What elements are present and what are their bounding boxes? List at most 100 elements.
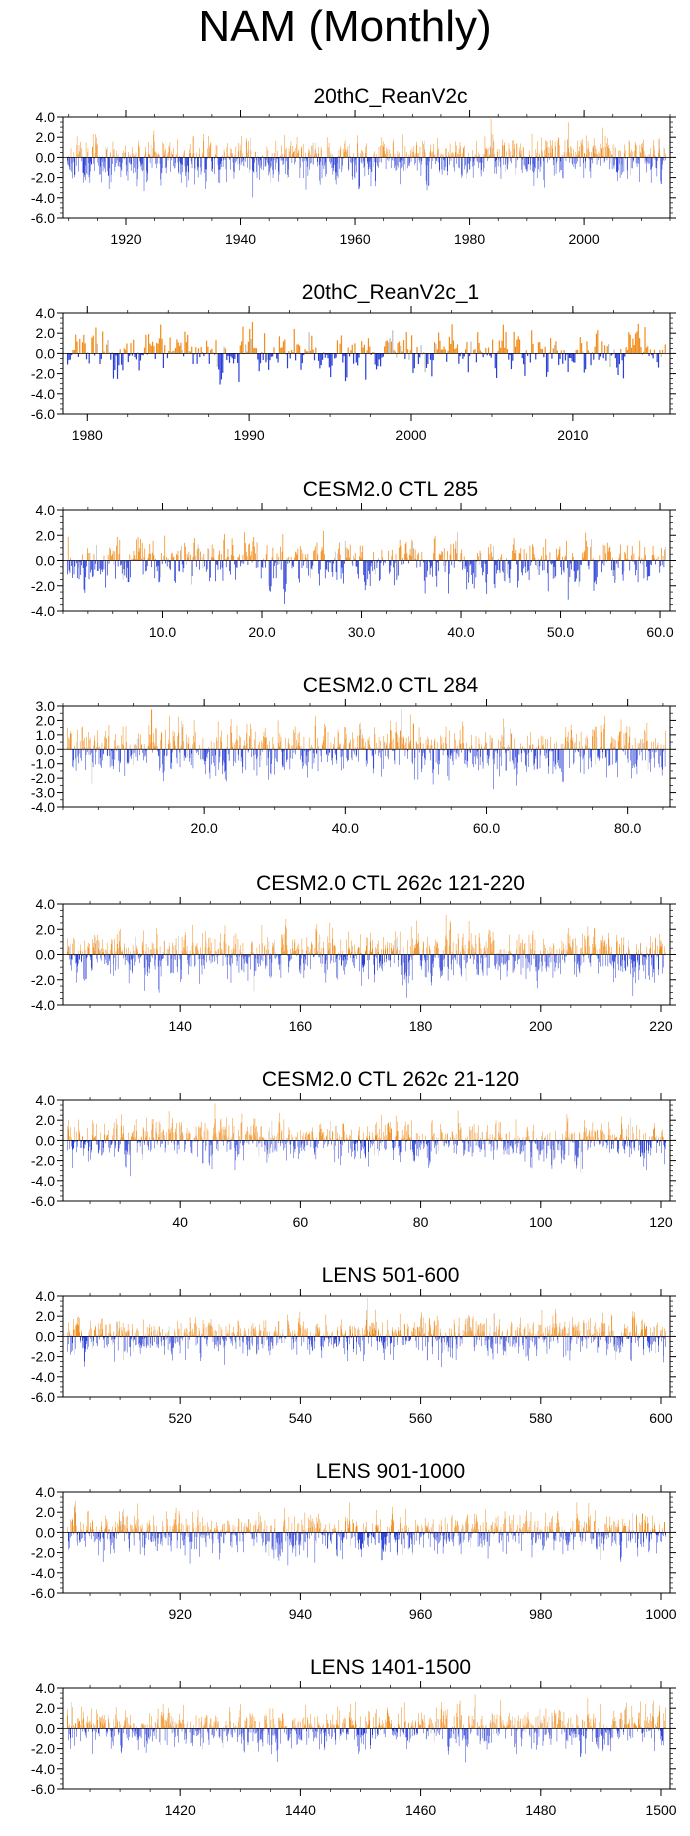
bar [585,737,587,750]
bar [568,742,570,750]
bar [281,749,283,766]
bar [228,946,230,955]
bar [170,553,172,561]
bar [493,749,494,790]
bar [104,560,106,570]
bar [245,141,247,158]
bar [183,353,185,357]
bar [374,734,376,750]
bar [320,749,322,756]
bar [513,954,515,972]
x-tick-label: 1960 [339,231,370,247]
bar [643,743,645,750]
bar [551,749,553,752]
bar [326,137,328,158]
bar [485,560,487,583]
bar [216,737,217,750]
bar [147,557,149,561]
bar [451,749,452,754]
bar [473,749,475,757]
bar [248,954,250,959]
bar [487,954,489,969]
bar [446,940,448,955]
bar [250,149,252,158]
bar [425,157,427,181]
bar [160,324,162,354]
bar [428,748,430,750]
bar [343,954,344,961]
bar [278,336,281,354]
bar [277,720,279,750]
bar [273,347,275,354]
bar [418,744,419,750]
bar [246,954,248,964]
bar [610,353,612,356]
bar [216,353,218,367]
bar [519,749,520,756]
bar [545,738,546,750]
bar [628,940,629,955]
bar [651,555,653,561]
bar [140,157,141,163]
bar [279,560,280,565]
bar [360,729,362,750]
bar [393,139,394,158]
bar [627,749,628,759]
bar [338,732,339,750]
bar [330,742,332,750]
bar [151,552,153,561]
bar [137,352,139,354]
bar [247,743,248,750]
bar [230,554,232,561]
bar [192,749,194,769]
bar [509,951,511,955]
bar [351,951,353,955]
bar [381,749,382,777]
bar [637,156,638,158]
bar [583,749,585,774]
bar [398,737,400,750]
bar [167,157,169,161]
bar [552,560,554,579]
bar [186,157,188,188]
bar [253,157,254,172]
bar [403,560,404,564]
bar [144,154,146,158]
bar [396,936,398,955]
bar [174,157,175,169]
bar [443,157,445,170]
bar [390,156,391,158]
bar [503,560,505,581]
bar [217,721,219,750]
bar [360,557,362,561]
bar [539,749,540,751]
bar [373,749,375,769]
bar [67,536,69,561]
bar [593,730,595,750]
bar [393,954,395,964]
bar [259,944,260,955]
bar [500,347,502,354]
bar [321,745,323,750]
bar [589,946,590,955]
bar [321,157,323,179]
bar [453,749,454,752]
bar [395,157,396,166]
bar [72,749,74,768]
bar [301,954,302,959]
bar [98,951,100,955]
bar [280,347,282,354]
bar [227,155,229,158]
bar [312,953,314,955]
bar [187,557,189,561]
bar [477,954,478,964]
bar [93,554,95,561]
bar [193,719,195,750]
bar [619,732,620,750]
bar [168,942,170,955]
bar [440,954,442,972]
bar [467,353,469,373]
bar [324,353,326,358]
x-tick-label: 10.0 [149,624,176,640]
bar [498,954,500,965]
